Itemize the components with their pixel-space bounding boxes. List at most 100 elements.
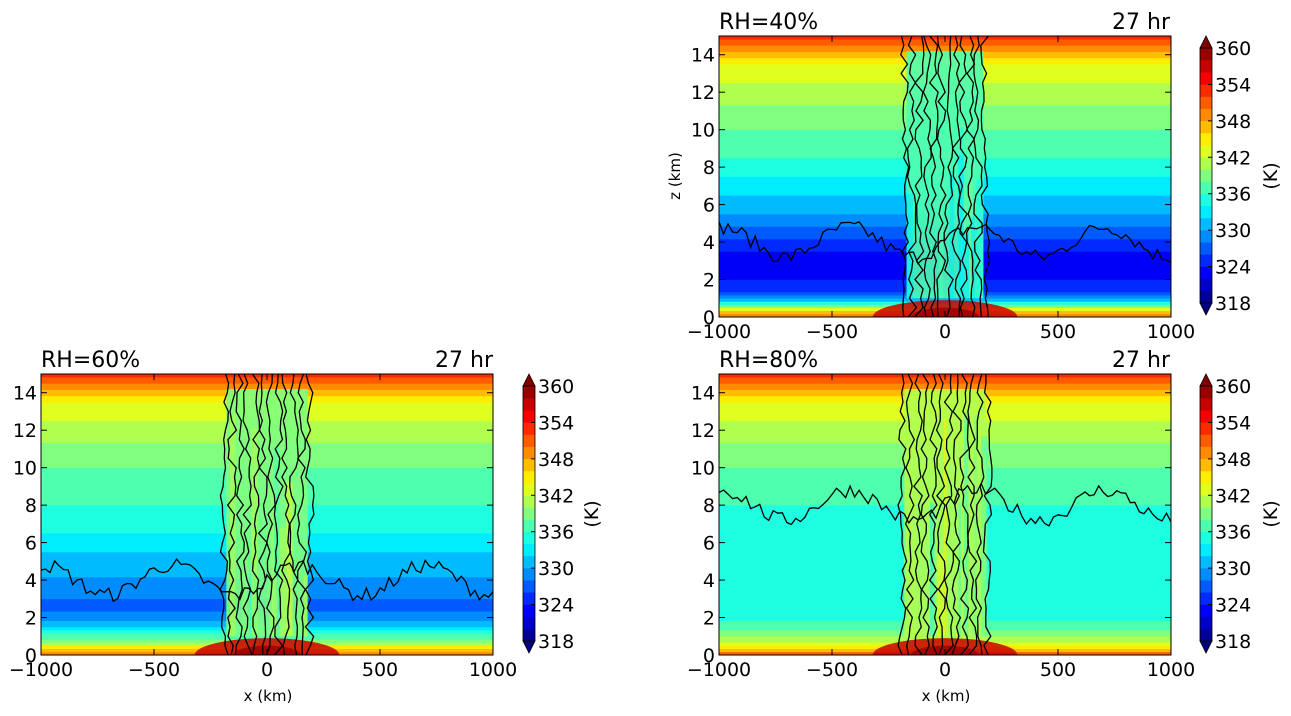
core-streak xyxy=(272,576,277,637)
colorbar-tick-label: 360 xyxy=(1215,38,1251,60)
core-streak xyxy=(303,575,308,637)
x-tick-label: −1000 xyxy=(687,321,751,343)
contour-line xyxy=(304,374,315,655)
x-tick-label: 1000 xyxy=(1147,659,1195,681)
colorbar-segment xyxy=(523,385,535,399)
colorbar-label: (K) xyxy=(1260,162,1282,189)
y-tick-label: 8 xyxy=(25,495,37,517)
contour-line xyxy=(943,36,954,317)
colorbar-segment xyxy=(523,519,535,532)
x-tick-label: −1000 xyxy=(687,659,751,681)
colorbar-segment xyxy=(523,482,535,496)
colorbar-segment xyxy=(1200,47,1212,61)
y-tick-label: 0 xyxy=(703,645,715,667)
colorbar-segment xyxy=(1200,385,1212,399)
contour-band xyxy=(719,297,1171,302)
core-streak xyxy=(944,418,947,637)
core-streak xyxy=(251,428,258,637)
contour-line xyxy=(897,374,908,655)
colorbar-tick-label: 348 xyxy=(1215,449,1251,471)
contour-band xyxy=(719,41,1171,46)
colorbar-segment xyxy=(1200,205,1212,219)
core-streak xyxy=(962,232,969,299)
contour-line xyxy=(928,36,939,317)
contour-line xyxy=(289,374,300,655)
contour-line xyxy=(296,374,308,655)
y-tick-label: 6 xyxy=(25,533,37,555)
x-tick-label: 500 xyxy=(1040,321,1076,343)
contour-line xyxy=(900,36,910,317)
colorbar-segment xyxy=(1200,169,1212,182)
colorbar-extend-min xyxy=(1199,302,1213,316)
colorbar-segment xyxy=(1200,84,1212,97)
colorbar-segment xyxy=(1200,410,1212,423)
colorbar-label: (K) xyxy=(581,500,603,527)
filled-contours xyxy=(719,36,1171,317)
colorbar-tick-label: 342 xyxy=(1215,147,1251,169)
colorbar-segment xyxy=(1200,446,1212,460)
x-tick-label: −500 xyxy=(806,321,858,343)
panel-rh40: RH=40% 27 hr z (km) −1000 −500 0 500 1000 0 2 4… xyxy=(666,10,1282,343)
core-streak xyxy=(906,193,914,299)
colorbar-segment xyxy=(1200,616,1212,630)
colorbar-segment xyxy=(523,397,535,411)
colorbar-segment xyxy=(1200,254,1212,267)
panel-title-left: RH=60% xyxy=(41,348,140,373)
colorbar-tick-label: 336 xyxy=(1215,522,1251,544)
plot-area: −1000 −500 0 500 1000 0 2 4 6 8 10 12 14 xyxy=(9,373,517,681)
core-streak xyxy=(937,553,945,637)
colorbar-segment xyxy=(1200,592,1212,605)
colorbar-segment xyxy=(1200,242,1212,255)
x-axis-label: x (km) xyxy=(244,687,293,705)
colorbar-segment xyxy=(523,434,535,447)
colorbar-segment xyxy=(1200,266,1212,279)
plot-area: −1000 −500 0 500 1000 0 2 4 6 8 10 12 14 xyxy=(687,35,1195,343)
colorbar-segment xyxy=(1200,278,1212,292)
y-tick-label: 0 xyxy=(703,307,715,329)
y-tick-label: 6 xyxy=(703,195,715,217)
x-tick-label: −1000 xyxy=(9,659,73,681)
core-streak xyxy=(268,463,274,637)
contour-line xyxy=(719,481,1171,527)
y-tick-label: 2 xyxy=(25,608,37,630)
panel-title-right: 27 hr xyxy=(435,348,494,373)
colorbar-tick-label: 324 xyxy=(538,595,574,617)
y-tick-label: 0 xyxy=(25,645,37,667)
colorbar-tick-label: 318 xyxy=(1215,631,1251,653)
colorbar-segment xyxy=(523,628,535,642)
contour-line xyxy=(273,374,284,655)
contour-line xyxy=(967,374,978,655)
x-tick-label: −500 xyxy=(806,659,858,681)
colorbar-tick-label: 318 xyxy=(538,631,574,653)
contour-band xyxy=(719,48,1171,52)
core-streak xyxy=(930,502,935,637)
contour-line xyxy=(251,374,261,655)
contour-line xyxy=(973,36,983,317)
colorbar-extend-max xyxy=(522,373,536,387)
colorbar-segment xyxy=(1200,96,1212,109)
colorbar-segment xyxy=(1200,555,1212,569)
y-tick-label: 2 xyxy=(703,608,715,630)
colorbar-segment xyxy=(1200,458,1212,472)
contour-band xyxy=(719,386,1171,390)
contour-line xyxy=(951,374,962,655)
colorbar-segment xyxy=(523,446,535,460)
colorbar-tick-label: 330 xyxy=(1215,558,1251,580)
colorbar: 318 324 330 336 342 348 354 360 xyxy=(1199,373,1251,654)
contour-line xyxy=(928,374,939,655)
colorbar-segment xyxy=(523,616,535,630)
x-tick-label: 500 xyxy=(362,659,398,681)
core-streak xyxy=(958,502,961,637)
colorbar-segment xyxy=(1200,120,1212,134)
x-axis-label: x (km) xyxy=(922,687,971,705)
colorbar-segment xyxy=(1200,132,1212,146)
panel-title-right: 27 hr xyxy=(1112,10,1171,35)
contour-line xyxy=(257,374,268,655)
panel-title-left: RH=40% xyxy=(719,10,818,35)
contour-line xyxy=(943,374,955,655)
contour-band xyxy=(719,635,1171,640)
colorbar-tick-label: 342 xyxy=(538,485,574,507)
colorbar-segment xyxy=(1200,144,1212,158)
y-tick-label: 4 xyxy=(703,570,715,592)
y-tick-label: 8 xyxy=(703,495,715,517)
